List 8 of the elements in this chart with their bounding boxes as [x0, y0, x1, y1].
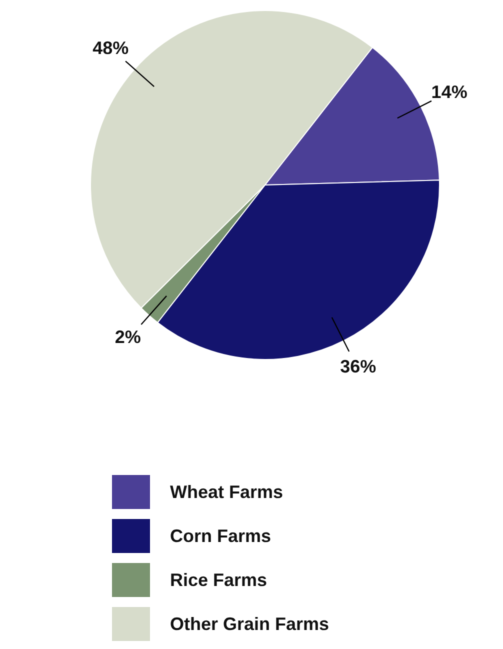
legend-label: Rice Farms — [170, 570, 268, 590]
data-label: 2% — [114, 326, 141, 347]
data-label: 14% — [431, 82, 468, 102]
legend-label: Other Grain Farms — [170, 614, 330, 634]
legend-label: Wheat Farms — [170, 482, 284, 502]
legend-label: Corn Farms — [170, 526, 272, 546]
data-label: 48% — [92, 38, 129, 58]
data-label: 36% — [340, 356, 376, 377]
